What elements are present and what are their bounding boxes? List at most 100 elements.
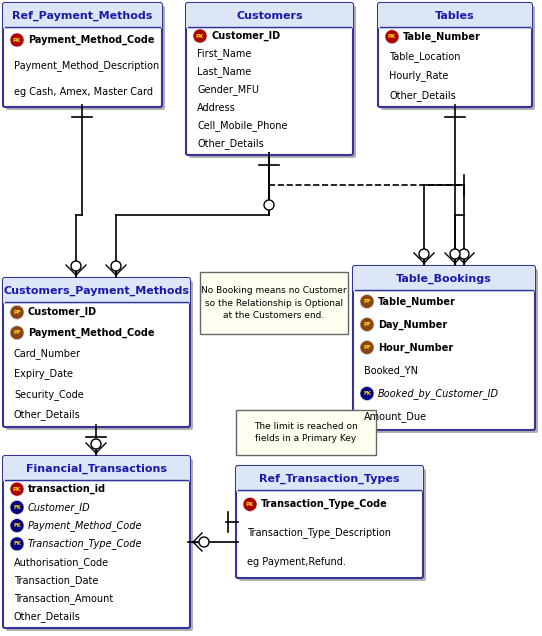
FancyBboxPatch shape: [3, 3, 162, 29]
Text: Other_Details: Other_Details: [197, 139, 264, 149]
Text: FK: FK: [363, 391, 371, 396]
Circle shape: [459, 249, 469, 259]
FancyBboxPatch shape: [6, 6, 165, 110]
Text: Transaction_Amount: Transaction_Amount: [14, 593, 113, 604]
Text: PF: PF: [363, 322, 371, 327]
Text: Other_Details: Other_Details: [14, 410, 81, 420]
Circle shape: [111, 261, 121, 271]
Text: Authorisation_Code: Authorisation_Code: [14, 556, 109, 567]
Text: Table_Location: Table_Location: [389, 51, 461, 62]
Text: eg Payment,Refund.: eg Payment,Refund.: [247, 556, 346, 567]
Bar: [5, 469, 188, 480]
FancyBboxPatch shape: [3, 3, 162, 107]
Text: Gender_MFU: Gender_MFU: [197, 85, 259, 95]
Text: Booked_YN: Booked_YN: [364, 365, 418, 376]
Text: PK: PK: [196, 34, 204, 39]
Text: Booked_by_Customer_ID: Booked_by_Customer_ID: [378, 388, 499, 399]
Text: PK: PK: [13, 487, 21, 492]
Circle shape: [10, 537, 24, 551]
Circle shape: [10, 501, 24, 515]
Text: Table_Bookings: Table_Bookings: [396, 274, 492, 284]
Circle shape: [71, 261, 81, 271]
Text: Transaction_Type_Description: Transaction_Type_Description: [247, 527, 391, 539]
Text: First_Name: First_Name: [197, 48, 251, 59]
Circle shape: [360, 317, 374, 331]
Text: Customers: Customers: [236, 11, 303, 21]
FancyBboxPatch shape: [189, 6, 356, 158]
FancyBboxPatch shape: [353, 266, 535, 430]
Text: Ref_Payment_Methods: Ref_Payment_Methods: [12, 11, 153, 21]
Text: PF: PF: [13, 330, 21, 335]
Text: transaction_id: transaction_id: [28, 484, 106, 494]
Text: Customer_ID: Customer_ID: [211, 31, 280, 41]
FancyBboxPatch shape: [356, 269, 538, 433]
FancyBboxPatch shape: [3, 278, 190, 304]
FancyBboxPatch shape: [186, 3, 353, 29]
Text: FK: FK: [13, 541, 21, 546]
Bar: [355, 279, 533, 290]
Bar: [238, 479, 421, 490]
Text: Hourly_Rate: Hourly_Rate: [389, 71, 448, 81]
Text: Cell_Mobile_Phone: Cell_Mobile_Phone: [197, 121, 287, 132]
Text: PF: PF: [13, 310, 21, 315]
Text: eg Cash, Amex, Master Card: eg Cash, Amex, Master Card: [14, 87, 153, 97]
Text: Other_Details: Other_Details: [14, 611, 81, 623]
Circle shape: [91, 439, 101, 449]
Text: Transaction_Date: Transaction_Date: [14, 575, 99, 586]
Text: Payment_Method_Code: Payment_Method_Code: [28, 35, 154, 45]
Text: PF: PF: [363, 345, 371, 350]
FancyBboxPatch shape: [381, 6, 535, 110]
Text: PK: PK: [13, 38, 21, 43]
Circle shape: [10, 33, 24, 47]
Text: FK: FK: [13, 505, 21, 510]
Text: Customer_ID: Customer_ID: [28, 502, 91, 513]
Text: FK: FK: [13, 523, 21, 528]
FancyBboxPatch shape: [236, 466, 423, 492]
Circle shape: [10, 305, 24, 319]
FancyBboxPatch shape: [3, 456, 190, 482]
FancyBboxPatch shape: [3, 456, 190, 628]
Text: Financial_Transactions: Financial_Transactions: [26, 464, 167, 474]
Bar: [188, 16, 351, 27]
Circle shape: [10, 482, 24, 496]
Text: Payment_Method_Description: Payment_Method_Description: [14, 60, 159, 71]
Text: Tables: Tables: [435, 11, 475, 21]
Text: Table_Number: Table_Number: [378, 296, 456, 307]
Text: Other_Details: Other_Details: [389, 90, 456, 100]
Circle shape: [10, 326, 24, 340]
Circle shape: [360, 294, 374, 308]
FancyBboxPatch shape: [3, 278, 190, 427]
Circle shape: [10, 518, 24, 532]
Text: Expiry_Date: Expiry_Date: [14, 368, 73, 379]
Text: Security_Code: Security_Code: [14, 389, 84, 399]
Text: Card_Number: Card_Number: [14, 348, 81, 359]
Text: The limit is reached on
fields in a Primary Key: The limit is reached on fields in a Prim…: [254, 422, 358, 443]
FancyBboxPatch shape: [239, 469, 426, 581]
Text: Address: Address: [197, 103, 236, 113]
Circle shape: [193, 29, 207, 43]
Text: Last_Name: Last_Name: [197, 67, 251, 78]
Text: Customers_Payment_Methods: Customers_Payment_Methods: [3, 286, 190, 296]
Text: PF: PF: [363, 299, 371, 304]
FancyBboxPatch shape: [378, 3, 532, 29]
Bar: [5, 291, 188, 302]
Text: No Booking means no Customer
so the Relationship is Optional
at the Customers en: No Booking means no Customer so the Rela…: [201, 286, 347, 320]
Circle shape: [199, 537, 209, 547]
Text: Hour_Number: Hour_Number: [378, 342, 453, 352]
Text: Transaction_Type_Code: Transaction_Type_Code: [28, 539, 143, 550]
Bar: [236, 410, 376, 455]
Bar: [200, 272, 348, 334]
Circle shape: [360, 387, 374, 401]
Text: Amount_Due: Amount_Due: [364, 411, 427, 422]
Text: Transaction_Type_Code: Transaction_Type_Code: [261, 499, 388, 509]
Circle shape: [243, 497, 257, 511]
Text: Ref_Transaction_Types: Ref_Transaction_Types: [259, 474, 400, 484]
Circle shape: [419, 249, 429, 259]
Bar: [380, 16, 530, 27]
FancyBboxPatch shape: [6, 281, 193, 430]
Text: Payment_Method_Code: Payment_Method_Code: [28, 328, 154, 338]
Text: Day_Number: Day_Number: [378, 319, 447, 329]
Text: PK: PK: [246, 502, 254, 507]
FancyBboxPatch shape: [353, 266, 535, 292]
FancyBboxPatch shape: [236, 466, 423, 578]
